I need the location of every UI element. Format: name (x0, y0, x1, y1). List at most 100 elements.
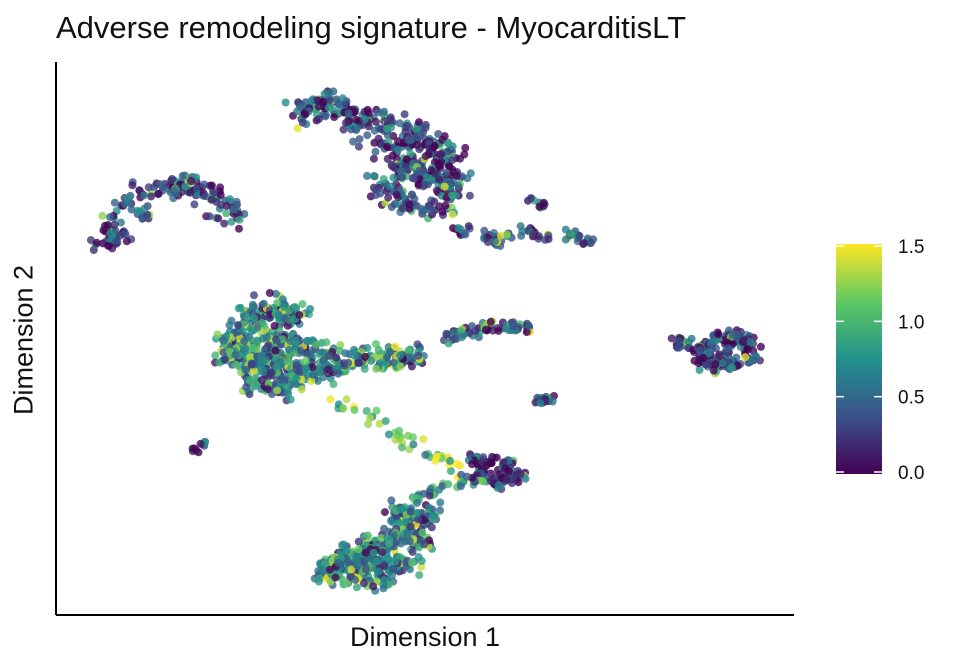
scatter-point (216, 183, 225, 192)
scatter-point (380, 508, 389, 517)
scatter-point (430, 142, 439, 151)
scatter-point (524, 321, 533, 330)
scatter-point (436, 498, 445, 507)
scatter-point (724, 344, 733, 353)
scatter-point (579, 240, 588, 249)
scatter-point (435, 485, 444, 494)
scatter-point (675, 337, 684, 346)
scatter-point (413, 340, 422, 349)
scatter-point (481, 325, 490, 334)
scatter-point (387, 203, 396, 211)
scatter-point (408, 547, 417, 556)
scatter-point (235, 215, 244, 224)
scatter-point (364, 108, 373, 117)
scatter-point (468, 460, 476, 469)
scatter-point (352, 115, 361, 124)
scatter-point (483, 238, 492, 246)
scatter-point (478, 477, 487, 485)
scatter-point (382, 353, 391, 362)
scatter-point (307, 377, 316, 386)
scatter-point (216, 190, 225, 199)
scatter-point (456, 482, 465, 491)
scatter-point (354, 537, 363, 546)
scatter-point (442, 168, 451, 177)
scatter-point (383, 553, 392, 562)
scatter-point (302, 365, 311, 373)
scatter-point (291, 337, 300, 345)
scatter-point (436, 506, 444, 515)
scatter-point (711, 360, 720, 369)
scatter-point (711, 344, 720, 353)
scatter-point (367, 356, 376, 365)
scatter-point (306, 305, 315, 313)
scatter-point (306, 97, 315, 106)
scatter-point (290, 303, 299, 311)
scatter-point (284, 389, 293, 398)
scatter-point (415, 166, 424, 175)
scatter-point (434, 130, 443, 138)
scatter-point (415, 118, 423, 127)
scatter-point (743, 345, 752, 354)
scatter-point (394, 137, 402, 146)
scatter-point (414, 515, 423, 524)
scatter-point (374, 134, 383, 143)
scatter-point (534, 232, 543, 241)
scatter-point (349, 137, 358, 146)
scatter-point (456, 225, 465, 234)
scatter-point (321, 111, 330, 119)
scatter-point (250, 314, 259, 323)
scatter-point (209, 188, 218, 197)
scatter-point (325, 565, 334, 574)
scatter-point (241, 344, 250, 353)
scatter-point (331, 573, 340, 582)
scatter-point (435, 175, 444, 184)
scatter-point (388, 564, 397, 573)
scatter-point (445, 162, 454, 171)
scatter-point (187, 177, 196, 186)
scatter-point (389, 173, 398, 182)
scatter-point (139, 191, 148, 200)
scatter-point (124, 198, 133, 207)
scatter-point (411, 133, 420, 142)
x-axis-label: Dimension 1 (349, 622, 501, 652)
scatter-point (325, 351, 334, 360)
scatter-point (372, 557, 381, 566)
scatter-point (104, 221, 112, 230)
scatter-point (372, 364, 381, 373)
scatter-point (548, 397, 557, 406)
scatter-point (387, 123, 396, 132)
scatter-point (407, 362, 416, 371)
scatter-point (232, 197, 241, 206)
scatter-point (385, 539, 394, 548)
scatter-point (379, 584, 388, 593)
scatter-point (128, 181, 137, 190)
scatter-point (420, 540, 429, 549)
scatter-point (494, 481, 503, 490)
scatter-point (695, 366, 704, 374)
scatter-point (219, 348, 228, 357)
scatter-point (344, 109, 353, 118)
scatter-point (746, 337, 755, 346)
scatter-point (417, 556, 426, 565)
scatter-point (207, 181, 216, 190)
scatter-point (740, 336, 749, 345)
scatter-point (417, 562, 426, 571)
scatter-point (245, 390, 254, 399)
scatter-point (437, 158, 445, 167)
scatter-point (301, 357, 310, 365)
scatter-point (225, 321, 234, 330)
scatter-point (361, 548, 370, 557)
scatter-point (384, 193, 393, 202)
scatter-point (494, 326, 503, 335)
scatter-point (366, 413, 374, 422)
scatter-point (418, 207, 427, 216)
scatter-point (265, 289, 274, 297)
scatter-point (301, 349, 310, 358)
scatter-point (272, 362, 281, 371)
colorbar-tick-label: 0.0 (898, 463, 924, 484)
scatter-point (421, 123, 430, 132)
scatter-point (406, 522, 415, 531)
scatter-point (396, 362, 405, 371)
scatter-point (178, 172, 187, 180)
